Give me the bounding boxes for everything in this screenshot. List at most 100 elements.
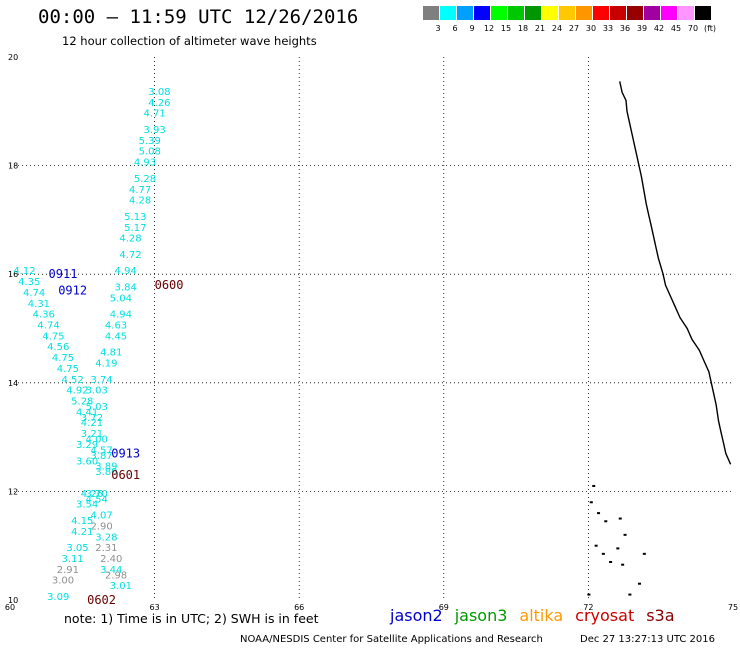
swh-value: 2.98	[105, 570, 127, 581]
swh-value: 4.12	[13, 266, 35, 277]
scale-swatch	[593, 6, 609, 20]
swh-value: 3.08	[148, 87, 170, 98]
scale-label: 12	[483, 24, 495, 33]
swh-value: 4.77	[129, 185, 151, 196]
mission-name: jason2	[390, 606, 443, 625]
pass-time-label: 0912	[58, 283, 87, 297]
mission-legend: jason2 jason3 altika cryosat s3a	[390, 606, 687, 625]
axis-ticks: 60 63 66 69 72 75 10 12 14 16 18 20	[5, 53, 738, 612]
scale-label: 36	[619, 24, 631, 33]
scale-swatch	[508, 6, 524, 20]
swh-value: 3.44	[100, 565, 122, 576]
lat-tick-label: 10	[8, 596, 18, 605]
swh-value: 4.74	[37, 321, 59, 332]
island-mark	[589, 501, 593, 504]
scale-swatch	[474, 6, 490, 20]
scale-swatch	[542, 6, 558, 20]
swh-value: 4.54	[86, 494, 108, 505]
island-mark	[616, 547, 620, 550]
lon-tick-label: 60	[5, 603, 15, 612]
scale-swatch	[610, 6, 626, 20]
swh-value: 4.63	[105, 321, 127, 332]
scale-swatch	[627, 6, 643, 20]
swh-value: 4.15	[71, 516, 93, 527]
swh-value: 4.94	[110, 310, 132, 321]
swh-value: 3.87	[90, 451, 112, 462]
scale-label: 33	[602, 24, 614, 33]
swh-value: 5.13	[124, 212, 146, 223]
swh-value: 5.39	[139, 136, 161, 147]
swh-value: 4.52	[62, 375, 84, 386]
swh-value: 4.26	[81, 489, 103, 500]
swh-value: 4.41	[76, 407, 98, 418]
lon-tick-label: 69	[439, 603, 449, 612]
swh-value: 4.00	[86, 435, 108, 446]
swh-value: 4.21	[71, 527, 93, 538]
swh-value: 4.75	[52, 353, 74, 364]
map-grid	[10, 57, 733, 600]
lon-tick-label: 75	[728, 603, 738, 612]
swh-value: 2.31	[95, 543, 117, 554]
credit-line: NOAA/NESDIS Center for Satellite Applica…	[240, 634, 543, 645]
scale-swatch	[457, 6, 473, 20]
swh-value: 5.28	[71, 397, 93, 408]
pass-labels: 0911 0912 0913 0600 0601 0602	[49, 267, 184, 607]
swh-value: 5.08	[139, 147, 161, 158]
island-mark	[587, 593, 591, 596]
scale-label: 3	[435, 24, 441, 33]
swh-value: 4.93	[134, 158, 156, 169]
scale-label: 21	[534, 24, 546, 33]
swh-value: 4.56	[47, 342, 69, 353]
swh-value: 4.19	[95, 359, 117, 370]
scale-label: 15	[500, 24, 512, 33]
swh-value: 4.07	[90, 511, 112, 522]
swh-value: 5.28	[134, 174, 156, 185]
scale-swatch	[440, 6, 456, 20]
lat-tick-label: 16	[8, 270, 18, 279]
swh-value: 3.01	[110, 581, 132, 592]
island-mark	[628, 593, 632, 596]
scale-label: 27	[568, 24, 580, 33]
swh-value: 4.75	[57, 364, 79, 375]
scale-label: 6	[452, 24, 458, 33]
page-title: 00:00 – 11:59 UTC 12/26/2016	[38, 6, 359, 28]
swh-value: 3.21	[81, 429, 103, 440]
scale-swatch	[525, 6, 541, 20]
mission-name: cryosat	[575, 606, 635, 625]
swh-value: 3.93	[143, 125, 165, 136]
scale-label: 30	[585, 24, 597, 33]
mission-name: s3a	[646, 606, 675, 625]
swh-value: 3.54	[76, 500, 98, 511]
swh-value: 3.00	[52, 576, 74, 587]
swh-value: 4.71	[143, 109, 165, 120]
generated-timestamp: Dec 27 13:27:13 UTC 2016	[580, 634, 715, 645]
swh-value: 2.90	[90, 521, 112, 532]
swh-value: 4.35	[18, 277, 40, 288]
scale-label: 42	[653, 24, 665, 33]
island-mark	[594, 544, 598, 547]
swh-value: 3.84	[115, 282, 137, 293]
swh-value: 3.89	[95, 462, 117, 473]
swh-value: 4.45	[105, 331, 127, 342]
swh-value: 3.60	[76, 456, 98, 467]
island-mark	[592, 484, 596, 487]
scale-label: 39	[636, 24, 648, 33]
pass-time-label: 0601	[111, 468, 140, 482]
island-mark	[609, 560, 613, 563]
swh-value: 4.74	[23, 288, 45, 299]
lat-tick-label: 20	[8, 53, 18, 62]
swh-value: 4.21	[81, 418, 103, 429]
swh-value: 2.40	[100, 554, 122, 565]
coastline-path	[619, 81, 732, 465]
lon-tick-label: 63	[150, 603, 160, 612]
swh-value: 3.29	[76, 440, 98, 451]
island-mark	[621, 563, 625, 566]
swh-value: 4.28	[129, 196, 151, 207]
swh-value: 3.05	[66, 543, 88, 554]
swh-value: 3.03	[86, 386, 108, 397]
island-mark	[642, 552, 646, 555]
mission-name: altika	[519, 606, 564, 625]
island-mark	[638, 582, 642, 585]
swh-value: 3.70	[86, 489, 108, 500]
